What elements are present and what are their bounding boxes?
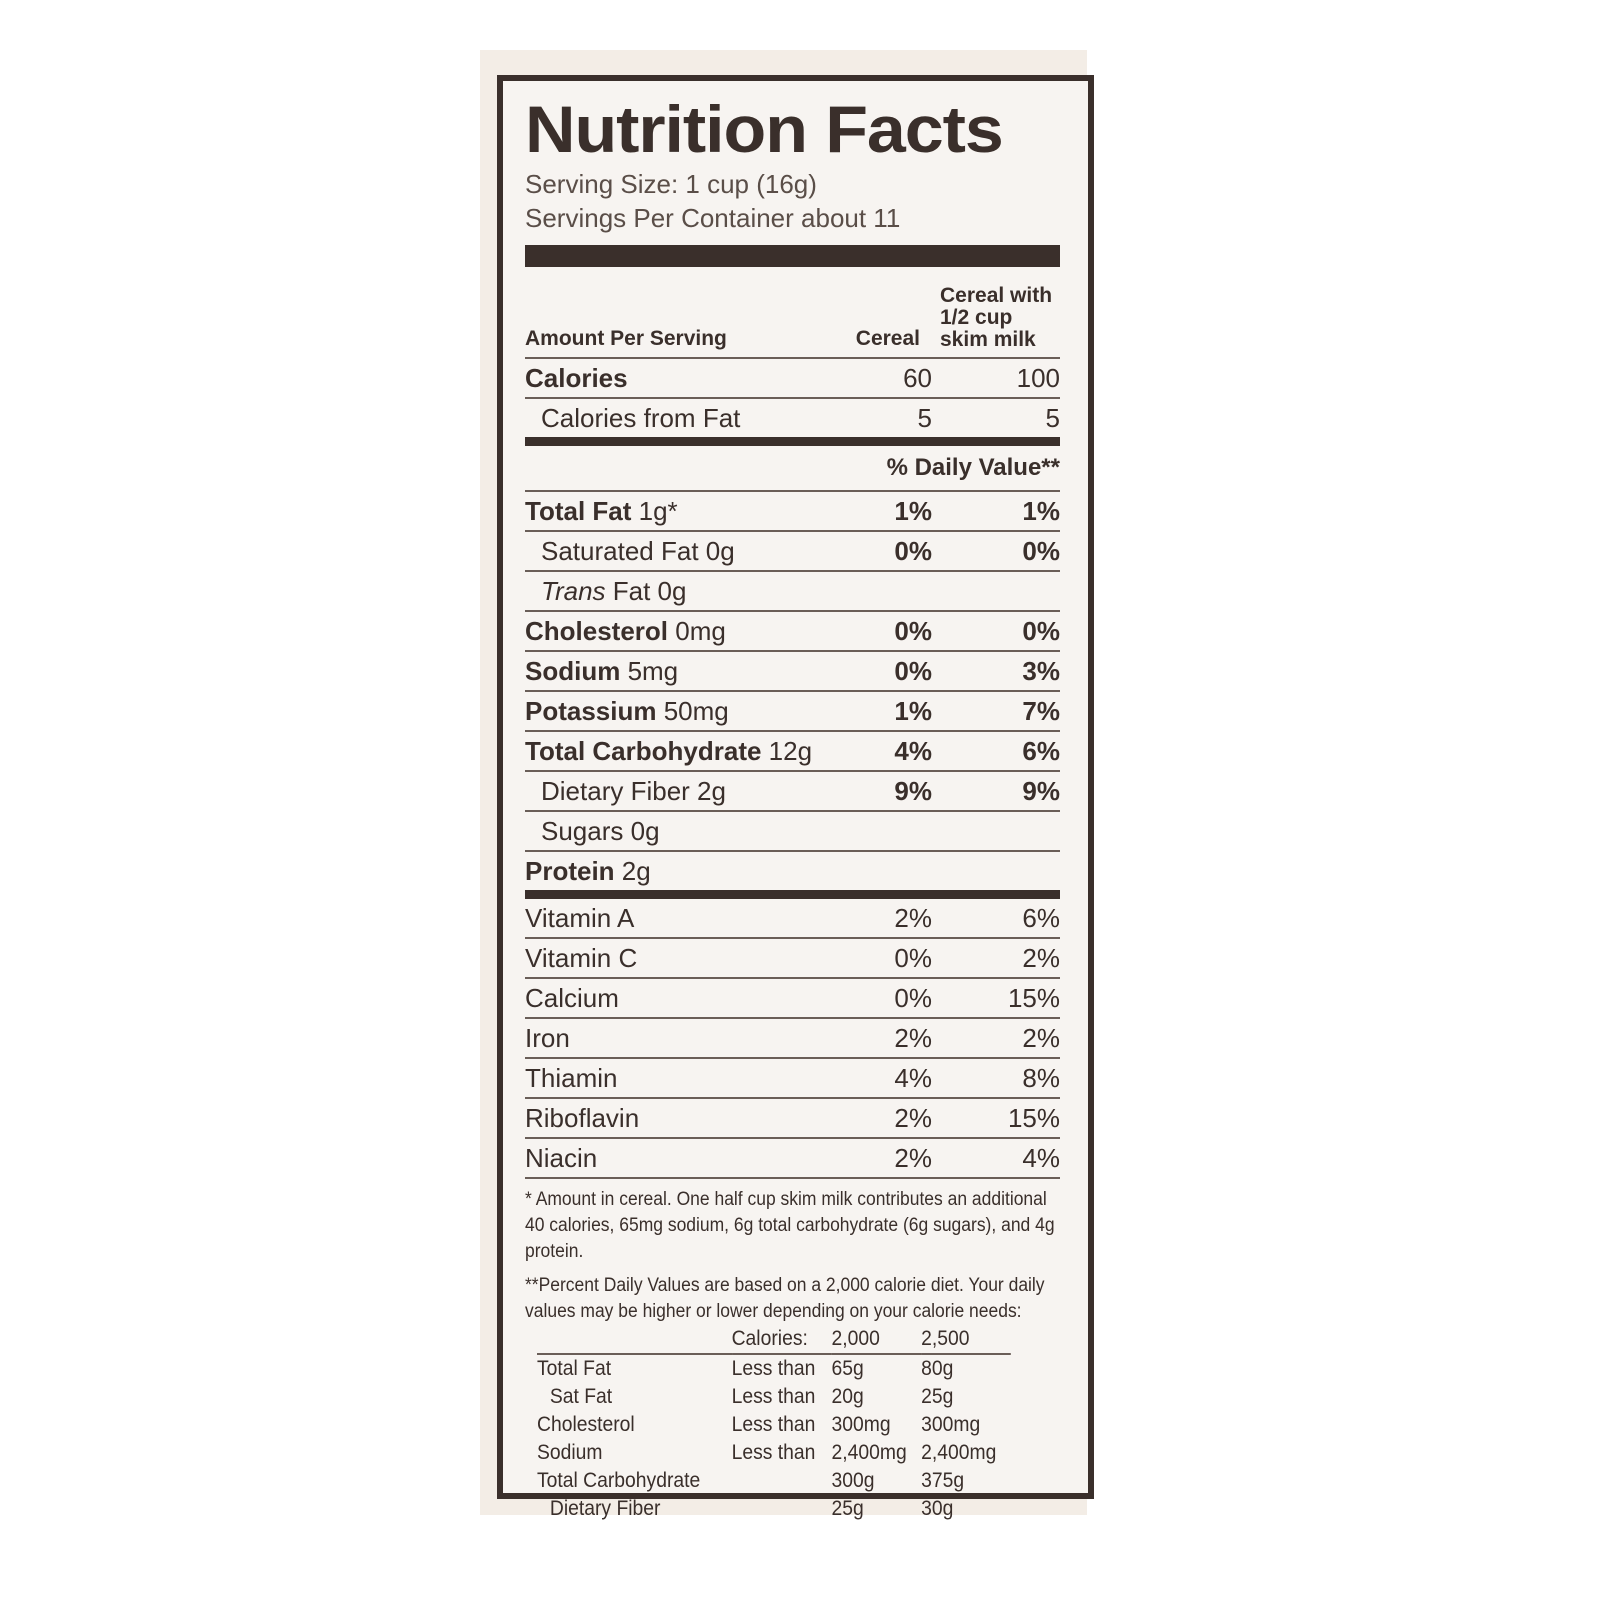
dv-table-row: Cholesterol Less than 300mg 300mg [537,1413,981,1436]
nutrient-row: Saturated Fat 0g 0% 0% [525,532,1060,572]
cereal-dv: 1% [894,495,932,526]
daily-values-table: Calories: 2,000 2,500 Total Fat Less than 65g… [537,1325,1011,1523]
vitamin-row: Vitamin C 0% 2% [525,939,1060,979]
milk-dv: 7% [1022,695,1060,726]
daily-value-header: % Daily Value** [525,446,1060,492]
milk-dv: 3% [1022,655,1060,686]
dv-table-row: Sat Fat Less than 20g 25g [549,1385,954,1408]
nutrient-row: Cholesterol 0mg 0% 0% [525,612,1060,652]
calories-row: Calories 60 100 [525,359,1060,399]
col-milk-header: Cereal with 1/2 cup skim milk [940,284,1053,351]
dv-table-row: Dietary Fiber 25g 30g [549,1497,954,1520]
milk-dv: 9% [1022,775,1060,806]
vitamin-row: Thiamin 4% 8% [525,1059,1060,1099]
label-title: Nutrition Facts [525,92,1004,166]
divider-bar [525,245,1060,267]
cereal-dv: 0% [894,615,932,646]
dv-table-row: Sodium Less than 2,400mg 2,400mg [537,1441,997,1464]
servings-per-container: Servings Per Container about 11 [525,203,901,233]
milk-dv: 1% [1022,495,1060,526]
nutrient-row: Trans Fat 0g [525,572,1060,612]
footnote-daily-values: **Percent Daily Values are based on a 2,… [525,1275,1045,1322]
serving-size: Serving Size: 1 cup (16g) [525,169,817,199]
nutrient-row: Protein 2g [525,852,1060,899]
vitamin-row: Niacin 2% 4% [525,1139,1060,1179]
nutrient-row: Potassium 50mg 1% 7% [525,692,1060,732]
cereal-dv: 0% [894,655,932,686]
nutrient-row: Dietary Fiber 2g 9% 9% [525,772,1060,812]
milk-dv: 0% [1022,615,1060,646]
dv-table-row: Total Carbohydrate 300g 375g [537,1469,965,1492]
nutrient-row: Total Carbohydrate 12g 4% 6% [525,732,1060,772]
column-header: Amount Per Serving Cereal Cereal with 1/2… [525,267,1060,359]
amount-per-serving: Amount Per Serving [525,327,727,350]
nutrient-row: Sugars 0g [525,812,1060,852]
nutrition-facts-label: Nutrition Facts Serving Size: 1 cup (16g… [497,75,1094,1520]
vitamin-list: Vitamin A 2% 6% Vitamin C 0% 2% Calcium 0% 15% Ir… [525,899,1060,1179]
vitamin-row: Iron 2% 2% [525,1019,1060,1059]
cereal-dv: 4% [894,735,932,766]
nutrient-list: Total Fat 1g* 1% 1% Saturated Fat 0g 0% 0% Tra… [525,492,1060,899]
cereal-dv: 0% [894,535,932,566]
milk-dv: 0% [1022,535,1060,566]
footnote-amount: * Amount in cereal. One half cup skim mi… [525,1189,1055,1262]
nutrient-row: Total Fat 1g* 1% 1% [525,492,1060,532]
dv-table-row: Total Fat Less than 65g 80g [537,1357,954,1380]
milk-dv: 6% [1022,735,1060,766]
vitamin-row: Vitamin A 2% 6% [525,899,1060,939]
calories-fat-row: Calories from Fat 5 5 [525,399,1060,446]
col-cereal-header: Cereal [855,327,920,350]
vitamin-row: Riboflavin 2% 15% [525,1099,1060,1139]
cereal-dv: 9% [894,775,932,806]
vitamin-row: Calcium 0% 15% [525,979,1060,1019]
cereal-dv: 1% [894,695,932,726]
nutrient-row: Sodium 5mg 0% 3% [525,652,1060,692]
